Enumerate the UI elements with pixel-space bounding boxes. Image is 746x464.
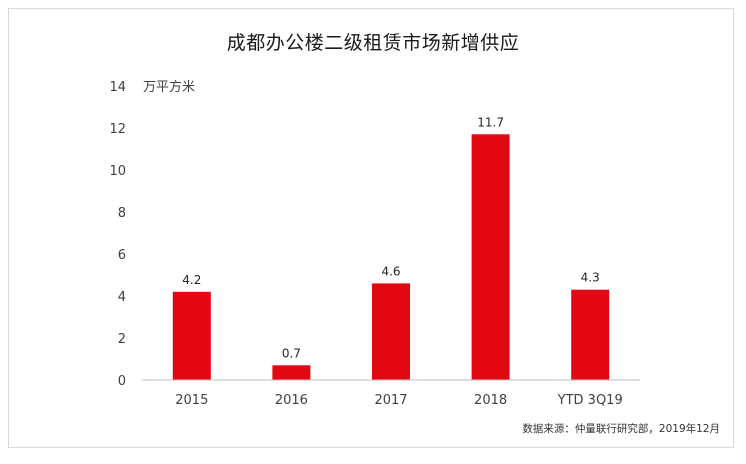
x-tick-label: 2017 [374, 393, 407, 408]
bars [172, 134, 610, 380]
x-tick-label: 2015 [175, 393, 208, 408]
data-label: 0.7 [282, 346, 301, 360]
data-label: 4.6 [381, 264, 400, 278]
source-note: 数据来源：仲量联行研究部，2019年12月 [522, 423, 720, 435]
y-axis-unit-label: 万平方米 [143, 79, 195, 95]
x-tick-label: 2018 [474, 393, 507, 408]
x-tick-label: 2016 [275, 393, 308, 408]
y-tick-label: 6 [118, 248, 126, 263]
y-tick-label: 0 [118, 374, 126, 389]
data-label: 4.2 [182, 273, 201, 287]
y-tick-label: 2 [118, 332, 126, 347]
data-label: 4.3 [581, 271, 600, 285]
bar-2015 [172, 291, 211, 380]
y-axis-ticks: 0 2 4 6 8 10 12 14 [109, 80, 126, 389]
bar-2016 [272, 365, 311, 380]
x-tick-label: YTD 3Q19 [557, 393, 623, 408]
y-tick-label: 4 [118, 290, 126, 305]
data-label: 11.7 [477, 115, 504, 129]
chart-title: 成都办公楼二级租赁市场新增供应 [226, 32, 520, 54]
x-axis-ticks: 2015 2016 2017 2018 YTD 3Q19 [175, 393, 622, 408]
bar-ytd-3q19 [571, 289, 610, 380]
y-tick-label: 14 [109, 80, 126, 95]
bar-2018 [471, 134, 510, 380]
chart-frame [8, 8, 734, 448]
y-tick-label: 10 [109, 164, 126, 179]
y-tick-label: 12 [109, 122, 126, 137]
data-labels: 4.2 0.7 4.6 11.7 4.3 [182, 115, 599, 360]
bar-2017 [372, 283, 410, 380]
y-tick-label: 8 [118, 206, 126, 221]
